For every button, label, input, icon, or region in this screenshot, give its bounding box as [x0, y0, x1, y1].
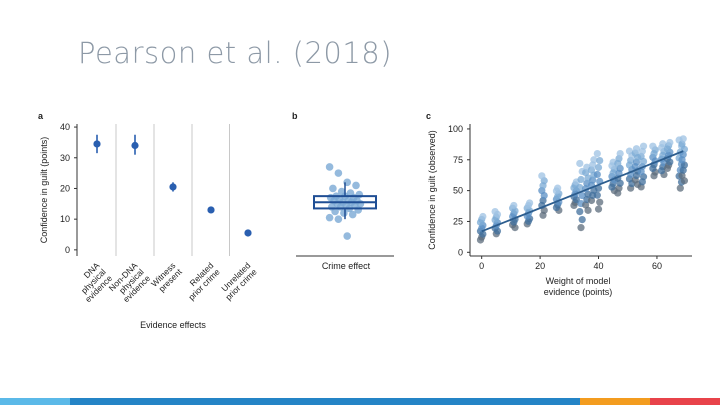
footer-stripe-segment	[0, 398, 70, 405]
panel-a-ytick-label: 0	[65, 245, 70, 255]
panel-b-point	[334, 215, 343, 223]
panel-c-point	[596, 198, 604, 206]
panel-a-point	[169, 183, 177, 191]
panel-b-point	[340, 209, 348, 217]
panel-b-point	[343, 232, 352, 240]
panel-a-point	[244, 229, 252, 237]
panel-c-point	[582, 168, 590, 177]
panel-c-xlabel-line1: Weight of model	[546, 276, 611, 286]
panel-a-ytick-label: 30	[60, 153, 70, 163]
panel-c-point	[593, 150, 601, 158]
panel-c-point	[593, 170, 601, 179]
panel-c-ytick-label: 100	[448, 124, 463, 134]
panel-a-category-label: Non-DNAphysicalevidence	[107, 260, 153, 306]
panel-c-point	[594, 163, 603, 172]
panel-a-ylabel: Confidence in guilt (points)	[39, 137, 49, 244]
panel-b-xlabel: Crime effect	[322, 261, 371, 271]
panel-c-point	[554, 184, 562, 192]
panel-c: c 0 25 50 75 100 0 20 40 60 Confidence in guilt …	[426, 111, 692, 297]
panel-a-ytick-label: 40	[60, 122, 70, 132]
panel-a-category-label: Witnesspresent	[149, 260, 184, 295]
panel-c-point	[616, 150, 624, 158]
panel-a: a 0 10 20 30 40 DNAphysicalevidenceNon-DNAph…	[38, 111, 259, 330]
panel-c-xtick-label: 20	[535, 261, 545, 271]
panel-a-xlabel: Evidence effects	[140, 320, 206, 330]
panel-c-point	[659, 140, 667, 148]
panel-c-xlabel-line2: evidence (points)	[544, 287, 613, 297]
panel-c-fit-line	[481, 150, 684, 233]
panel-c-point	[582, 201, 590, 209]
panel-a-point	[93, 140, 101, 148]
panel-c-point	[594, 205, 603, 213]
panel-b-point	[329, 184, 337, 193]
panel-b-letter: b	[292, 111, 298, 121]
panel-c-point	[676, 184, 684, 192]
panel-b-point	[348, 210, 357, 219]
panel-a-point	[207, 206, 215, 214]
panel-c-point	[479, 212, 487, 221]
panel-c-point	[679, 135, 687, 143]
panel-c-ytick-label: 75	[453, 155, 463, 165]
panel-c-point	[538, 172, 546, 180]
panel-c-point	[576, 183, 584, 192]
panel-c-xtick-label: 0	[479, 261, 484, 271]
panel-b-point	[325, 163, 334, 171]
panel-a-category-label: Unrelatedprior crime	[217, 260, 259, 302]
panel-c-point	[510, 201, 518, 210]
panel-c-xtick-label: 60	[652, 261, 662, 271]
panel-c-point	[593, 191, 601, 199]
panel-b-point	[325, 213, 334, 222]
panel-a-ytick-label: 10	[60, 214, 70, 224]
panel-c-point	[584, 206, 592, 214]
panel-c-ytick-label: 25	[453, 216, 463, 226]
panel-c-point	[590, 156, 598, 164]
panel-c-ylabel: Confidence in guilt (observed)	[427, 130, 437, 250]
panel-c-point	[526, 199, 534, 207]
panel-b-point	[352, 181, 360, 190]
panel-c-point	[625, 147, 634, 155]
footer-stripe-segment	[580, 398, 650, 405]
panel-c-letter: c	[426, 111, 431, 121]
panel-a-point	[131, 141, 139, 150]
panel-c-point	[596, 156, 604, 165]
panel-c-point	[576, 159, 584, 168]
panel-b-point	[334, 169, 343, 177]
panel-a-letter: a	[38, 111, 44, 121]
panel-c-point	[491, 207, 499, 216]
panel-b-point	[331, 207, 339, 216]
panel-c-point	[632, 145, 641, 153]
panel-c-point	[576, 207, 584, 216]
panel-c-point	[666, 138, 674, 147]
slide-title: Pearson et al. (2018)	[78, 36, 393, 70]
panel-c-ytick-label: 50	[453, 186, 463, 196]
panel-a-category-label: Relatedprior crime	[180, 260, 222, 302]
panel-c-point	[577, 175, 585, 184]
panel-c-point	[578, 216, 586, 224]
panel-c-point	[639, 142, 648, 150]
panel-a-ytick-label: 20	[60, 183, 70, 193]
panel-c-point	[577, 224, 585, 232]
panel-c-xtick-label: 40	[594, 261, 604, 271]
panel-a-category-label: DNAphysicalevidence	[70, 260, 114, 304]
panel-c-point	[649, 142, 657, 150]
footer-stripe-segment	[650, 398, 720, 405]
footer-stripe-segment	[70, 398, 580, 405]
panel-b: b Crime effect	[292, 111, 394, 271]
panel-c-ytick-label: 0	[458, 247, 463, 257]
